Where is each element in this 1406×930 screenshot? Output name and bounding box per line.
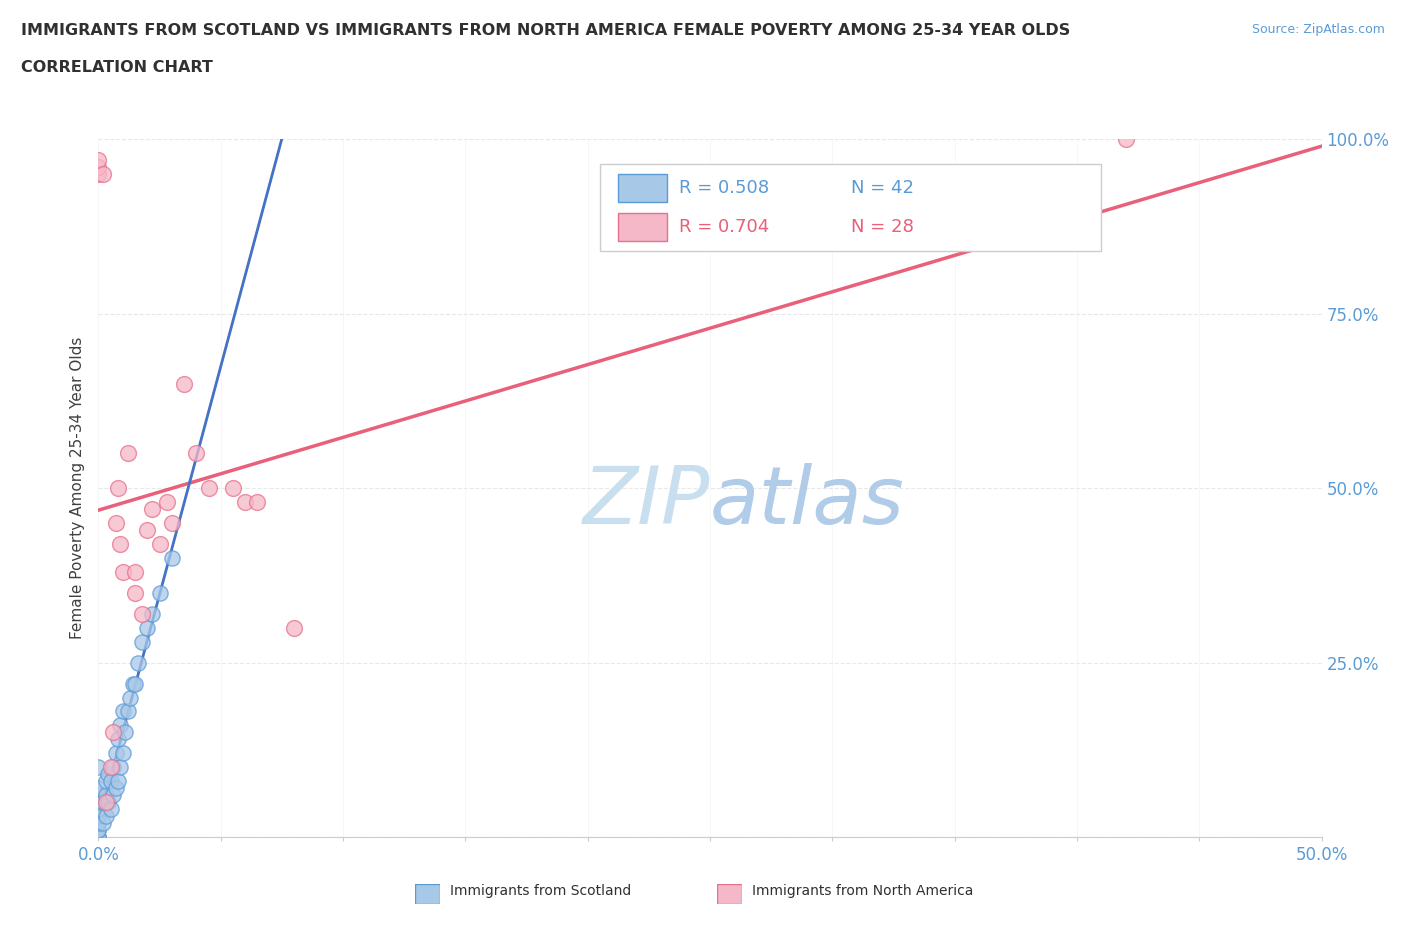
Point <box>156 495 179 510</box>
Text: R = 0.704: R = 0.704 <box>679 218 769 235</box>
Point <box>124 565 146 579</box>
Point <box>186 445 208 460</box>
Point <box>141 502 163 517</box>
Point <box>124 586 146 601</box>
Point <box>87 781 110 796</box>
Point <box>141 606 163 621</box>
Point <box>131 634 153 649</box>
Point <box>246 495 269 510</box>
Point <box>136 620 159 635</box>
Point <box>101 725 124 740</box>
Point <box>107 481 129 496</box>
Point <box>110 537 132 551</box>
Text: R = 0.508: R = 0.508 <box>679 179 769 197</box>
Point <box>149 537 172 551</box>
Point <box>107 774 129 789</box>
Point <box>91 816 114 830</box>
Point <box>110 760 132 775</box>
Point <box>87 167 110 182</box>
FancyBboxPatch shape <box>600 164 1101 251</box>
Text: atlas: atlas <box>710 463 905 541</box>
Text: Immigrants from Scotland: Immigrants from Scotland <box>450 884 631 898</box>
Point <box>94 809 117 824</box>
Point <box>100 760 122 775</box>
Point <box>100 802 122 817</box>
Point <box>104 515 127 530</box>
Point <box>94 794 117 809</box>
Point <box>87 809 110 824</box>
Point <box>117 445 139 460</box>
Point <box>107 732 129 747</box>
Text: Source: ZipAtlas.com: Source: ZipAtlas.com <box>1251 23 1385 36</box>
Point <box>104 746 127 761</box>
Bar <box>619 213 668 241</box>
Point <box>173 376 195 391</box>
Point <box>160 515 183 530</box>
Point <box>117 704 139 719</box>
Point <box>104 781 127 796</box>
Text: N = 42: N = 42 <box>851 179 914 197</box>
Point <box>87 160 110 175</box>
Point <box>101 788 124 803</box>
Point <box>87 823 110 837</box>
Point <box>87 823 110 837</box>
Point <box>124 676 146 691</box>
Point <box>121 676 143 691</box>
Point <box>91 794 114 809</box>
Point <box>94 774 117 789</box>
Point <box>233 495 256 510</box>
Text: CORRELATION CHART: CORRELATION CHART <box>21 60 212 75</box>
Point <box>97 766 120 781</box>
Point <box>197 481 219 496</box>
Text: Immigrants from North America: Immigrants from North America <box>752 884 973 898</box>
Point <box>100 774 122 789</box>
Point <box>111 565 134 579</box>
Bar <box>619 175 668 203</box>
Point <box>131 606 153 621</box>
Y-axis label: Female Poverty Among 25-34 Year Olds: Female Poverty Among 25-34 Year Olds <box>69 337 84 640</box>
Point <box>149 586 172 601</box>
Point <box>222 481 245 496</box>
Point <box>283 620 305 635</box>
Point <box>87 802 110 817</box>
Text: N = 28: N = 28 <box>851 218 914 235</box>
Point <box>87 760 110 775</box>
Point <box>87 830 110 844</box>
Point <box>87 816 110 830</box>
Point <box>110 718 132 733</box>
Point <box>111 746 134 761</box>
Point <box>160 551 183 565</box>
Point <box>136 523 159 538</box>
Point <box>87 788 110 803</box>
Point <box>91 167 114 182</box>
Point <box>87 153 110 168</box>
Point <box>87 830 110 844</box>
Point <box>120 690 142 705</box>
Point <box>101 760 124 775</box>
Point <box>1115 132 1137 147</box>
Point <box>111 704 134 719</box>
Point <box>97 794 120 809</box>
Text: ZIP: ZIP <box>582 463 710 541</box>
Point <box>87 794 110 809</box>
Point <box>114 725 136 740</box>
Point <box>94 788 117 803</box>
Text: IMMIGRANTS FROM SCOTLAND VS IMMIGRANTS FROM NORTH AMERICA FEMALE POVERTY AMONG 2: IMMIGRANTS FROM SCOTLAND VS IMMIGRANTS F… <box>21 23 1070 38</box>
Point <box>87 830 110 844</box>
Point <box>127 655 149 670</box>
